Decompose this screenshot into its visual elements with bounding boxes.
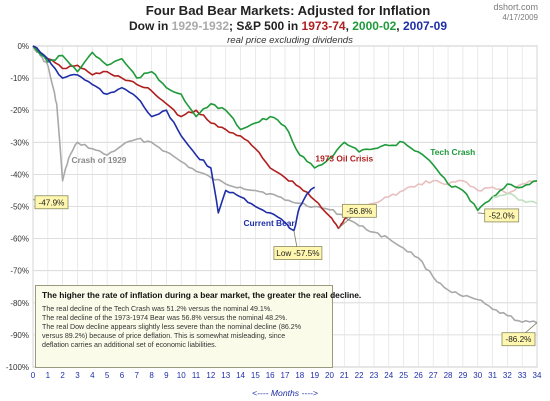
chart-title-line2-part-0: Dow in xyxy=(129,19,172,33)
note-line-1: The real decline of the Tech Crash was 5… xyxy=(42,305,273,313)
chart-title-line2: Dow in 1929-1932; S&P 500 in 1973-74, 20… xyxy=(129,19,447,33)
callout-text-2: -56.8% xyxy=(346,207,372,216)
callout-box-3 xyxy=(484,208,520,223)
x-tick-label-27: 27 xyxy=(429,371,438,380)
chart-title-line2-part-3: 1973-74 xyxy=(302,19,346,33)
note-line-2: The real decline of the 1973-1974 Bear w… xyxy=(42,314,288,323)
chart-title-line2-part-5: 2000-02 xyxy=(352,19,396,33)
x-tick-label-6: 6 xyxy=(120,371,125,380)
series-line-0 xyxy=(32,45,538,324)
y-tick-label-3: -30% xyxy=(10,138,29,147)
callout-text-0: -47.9% xyxy=(39,198,65,207)
x-tick-label-5: 5 xyxy=(105,371,110,380)
x-tick-label-4: 4 xyxy=(90,371,95,380)
y-tick-label-2: -20% xyxy=(10,106,29,115)
x-tick-label-23: 23 xyxy=(369,371,378,380)
x-tick-label-25: 25 xyxy=(399,371,408,380)
x-tick-label-34: 34 xyxy=(533,371,542,380)
x-tick-label-10: 10 xyxy=(177,371,186,380)
series-label-2: Tech Crash xyxy=(430,147,475,157)
chart-title-part-0: Four Bad Bear Markets: Adjusted for Infl… xyxy=(146,3,431,18)
x-tick-label-11: 11 xyxy=(192,371,201,380)
x-tick-label-1: 1 xyxy=(46,371,51,380)
y-tick-label-9: -90% xyxy=(10,331,29,340)
chart-title-line2-part-2: ; S&P 500 in xyxy=(229,19,301,33)
series-label-0: Crash of 1929 xyxy=(72,155,127,165)
series-line-1 xyxy=(32,45,360,230)
callout-box-0 xyxy=(34,195,69,210)
x-tick-label-28: 28 xyxy=(444,371,453,380)
chart-title: Four Bad Bear Markets: Adjusted for Infl… xyxy=(146,3,431,18)
x-tick-label-19: 19 xyxy=(310,371,319,380)
x-tick-label-12: 12 xyxy=(206,371,215,380)
chart-title-line2-part-1: 1929-1932 xyxy=(172,19,230,33)
y-tick-label-5: -50% xyxy=(10,203,29,212)
y-tick-label-7: -70% xyxy=(10,267,29,276)
inflation-note-box: The higher the rate of inflation during … xyxy=(35,285,362,368)
series-line-4 xyxy=(492,192,538,205)
x-tick-label-17: 17 xyxy=(281,371,290,380)
callout-text-4: -86.2% xyxy=(506,335,532,344)
callout-box-1 xyxy=(273,246,323,260)
x-tick-label-15: 15 xyxy=(251,371,260,380)
x-tick-label-7: 7 xyxy=(135,371,140,380)
x-tick-label-20: 20 xyxy=(325,371,334,380)
y-tick-label-1: -10% xyxy=(10,74,29,83)
x-tick-label-3: 3 xyxy=(75,371,80,380)
x-tick-label-13: 13 xyxy=(221,371,230,380)
note-heading: The higher the rate of inflation during … xyxy=(42,290,362,300)
x-tick-label-22: 22 xyxy=(355,371,364,380)
x-tick-label-26: 26 xyxy=(414,371,423,380)
callout-text-3: -52.0% xyxy=(489,211,515,220)
y-tick-label-4: -40% xyxy=(10,170,29,179)
source-label: dshort.com xyxy=(493,2,538,12)
date-label: 4/17/2009 xyxy=(502,13,538,22)
x-tick-label-33: 33 xyxy=(518,371,527,380)
x-tick-label-29: 29 xyxy=(458,371,467,380)
y-tick-label-6: -60% xyxy=(10,235,29,244)
chart-title-line2-part-7: 2007-09 xyxy=(403,19,447,33)
y-tick-label-10: -100% xyxy=(6,363,29,372)
x-tick-label-30: 30 xyxy=(473,371,482,380)
series-label-1: 1973 Oil Crisis xyxy=(315,154,373,164)
callout-text-1: Low -57.5% xyxy=(276,249,319,258)
series-label-3: Current Bear xyxy=(243,218,295,228)
x-tick-label-32: 32 xyxy=(503,371,512,380)
chart-subtitle: real price excluding dividends xyxy=(227,35,353,46)
series-line-5 xyxy=(32,45,316,232)
y-tick-label-0: 0% xyxy=(17,42,29,51)
note-line-3: The real Dow decline appears slightly le… xyxy=(42,323,302,332)
chart-title-line2-part-4: , xyxy=(346,19,353,33)
x-tick-label-16: 16 xyxy=(266,371,275,380)
x-tick-label-21: 21 xyxy=(340,371,349,380)
callout-box-4 xyxy=(501,332,536,347)
x-tick-label-18: 18 xyxy=(295,371,304,380)
x-tick-label-8: 8 xyxy=(149,371,154,380)
x-tick-label-9: 9 xyxy=(164,371,169,380)
callout-box-2 xyxy=(341,203,377,218)
y-tick-label-8: -80% xyxy=(10,299,29,308)
x-tick-label-24: 24 xyxy=(384,371,393,380)
x-tick-label-31: 31 xyxy=(488,371,497,380)
x-axis-label: <---- Months ----> xyxy=(252,388,318,398)
note-line-4: versus 89.2%) because of price deflation… xyxy=(42,332,286,341)
series-line-3 xyxy=(32,45,538,212)
x-tick-label-14: 14 xyxy=(236,371,245,380)
x-tick-label-2: 2 xyxy=(60,371,65,380)
x-tick-label-0: 0 xyxy=(31,371,36,380)
note-line-5: deflation carries an additional set of e… xyxy=(42,341,217,350)
chart-title-line2-part-6: , xyxy=(396,19,403,33)
